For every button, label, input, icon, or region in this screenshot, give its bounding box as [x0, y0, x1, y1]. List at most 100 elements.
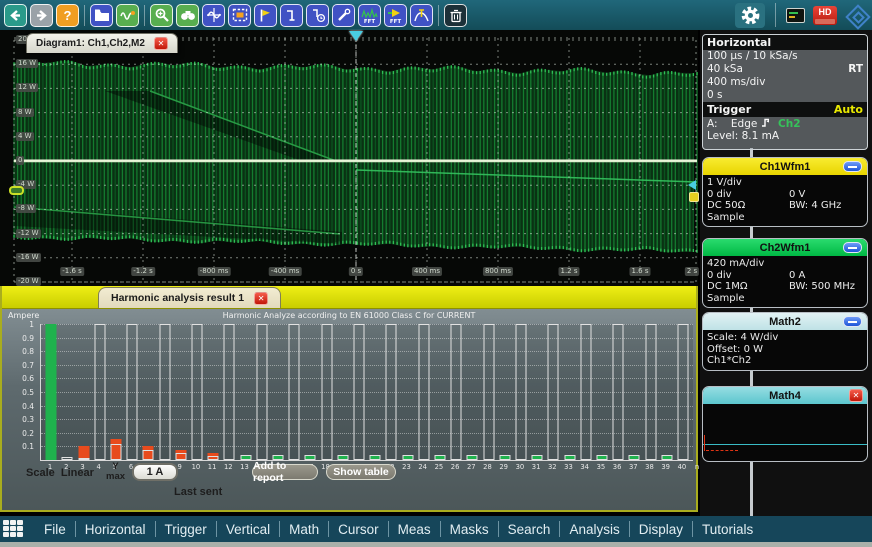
- harmonic-x-tick: 33: [564, 463, 573, 471]
- zoom-icon[interactable]: [150, 3, 173, 27]
- harmonic-bar-40: [675, 324, 691, 460]
- math2-badge-header: Math2: [703, 313, 867, 330]
- harmonic-bar-35: [594, 324, 610, 460]
- help-glyph: ?: [63, 7, 72, 23]
- timebase-value: 400 ms/div: [707, 76, 766, 88]
- harmonic-bar-39: [659, 324, 675, 460]
- menu-item-tutorials[interactable]: Tutorials: [701, 521, 754, 537]
- ch2-signal-badge[interactable]: Ch2Wfm1 420 mA/div 0 div 0 A DC 1MΩ BW: 50…: [702, 238, 868, 308]
- display-icon[interactable]: [786, 7, 805, 23]
- harmonic-y-tick: 0.3: [22, 415, 34, 425]
- diagram-tab[interactable]: Diagram1: Ch1,Ch2,M2 ✕: [26, 33, 178, 53]
- horizontal-trigger-info[interactable]: Horizontal 100 µs / 10 kSa/s 40 kSa RT 40…: [702, 34, 868, 150]
- scope-x-tick-label: 1.2 s: [558, 267, 580, 276]
- active-panel-highlight: Harmonic analysis result 1 ✕: [2, 286, 696, 309]
- toolbar-separator: [84, 4, 85, 26]
- trigger-source-value: Ch2: [778, 118, 801, 130]
- harmonic-bar-2: [59, 324, 75, 460]
- menu-item-analysis[interactable]: Analysis: [569, 521, 620, 537]
- settings-gear-icon[interactable]: [735, 2, 765, 28]
- scale-value[interactable]: Linear: [60, 467, 94, 479]
- minimize-icon[interactable]: [843, 161, 862, 172]
- menu-separator: [154, 521, 156, 537]
- ymax-value-button[interactable]: 1 A: [132, 463, 178, 481]
- annotate-icon[interactable]: [202, 3, 225, 27]
- menu-item-masks[interactable]: Masks: [449, 521, 489, 537]
- menu-item-vertical[interactable]: Vertical: [225, 521, 271, 537]
- scope-x-tick-label: 400 ms: [411, 267, 443, 276]
- harmonic-tab-title: Harmonic analysis result 1: [111, 292, 245, 304]
- math4-signal-badge[interactable]: Math4 ✕: [702, 386, 868, 462]
- horizontal-header: Horizontal: [703, 35, 867, 50]
- minimize-icon[interactable]: [843, 316, 862, 327]
- harmonic-bar-37: [626, 324, 642, 460]
- trigger-level-value: 8.1 mA: [741, 130, 780, 142]
- report-flag-icon[interactable]: [254, 3, 277, 27]
- harmonic-bar-21: [367, 324, 383, 460]
- menu-item-display[interactable]: Display: [638, 521, 683, 537]
- fft-spectrum-icon[interactable]: FFT: [358, 3, 381, 27]
- measurement-icon[interactable]: [280, 3, 303, 27]
- record-length-value: 40 kSa: [707, 63, 743, 75]
- harmonic-bar-36: [610, 324, 626, 460]
- math2-expression: Ch1*Ch2: [707, 355, 752, 366]
- hd-mode-icon[interactable]: HD: [813, 5, 837, 25]
- waveform-plot: [13, 37, 698, 283]
- trigger-level-marker[interactable]: [688, 180, 696, 190]
- harmonic-x-tick: 1: [47, 463, 53, 471]
- menu-item-math[interactable]: Math: [289, 521, 320, 537]
- harmonic-y-tick: 0.8: [22, 347, 34, 357]
- scope-y-tick-label: 12 W: [16, 83, 39, 93]
- delete-icon[interactable]: [444, 3, 467, 27]
- find-icon[interactable]: [176, 3, 199, 27]
- mask-test-icon[interactable]: [228, 3, 251, 27]
- histogram-icon[interactable]: [410, 3, 433, 27]
- menu-item-cursor[interactable]: Cursor: [338, 521, 379, 537]
- minimize-icon[interactable]: [843, 242, 862, 253]
- menu-separator: [497, 521, 499, 537]
- chart-y-axis-label: Ampere: [8, 311, 40, 320]
- timer-measurement-icon[interactable]: [306, 3, 329, 27]
- math4-close-icon[interactable]: ✕: [849, 389, 863, 402]
- chart-title: Harmonic Analyze according to EN 61000 C…: [222, 311, 476, 320]
- menu-item-file[interactable]: File: [44, 521, 66, 537]
- harmonic-bar-31: [529, 324, 545, 460]
- scope-x-tick-label: -400 ms: [268, 267, 302, 276]
- harmonic-x-unit: n: [694, 463, 700, 471]
- menu-separator: [328, 521, 330, 537]
- menu-separator: [215, 521, 217, 537]
- undo-icon[interactable]: [4, 3, 27, 27]
- zero-level-marker[interactable]: [9, 186, 24, 195]
- menu-item-trigger[interactable]: Trigger: [164, 521, 207, 537]
- channel-offset-marker[interactable]: [689, 192, 699, 202]
- show-table-button[interactable]: Show table: [326, 464, 396, 480]
- menu-item-search[interactable]: Search: [507, 521, 551, 537]
- harmonic-bar-9: [173, 324, 189, 460]
- menu-item-horizontal[interactable]: Horizontal: [84, 521, 146, 537]
- menu-item-meas[interactable]: Meas: [397, 521, 431, 537]
- scope-y-tick-label: -16 W: [16, 252, 41, 262]
- add-to-report-button[interactable]: Add to report: [252, 460, 318, 484]
- diagram-close-icon[interactable]: ✕: [153, 37, 168, 50]
- waveform-diagram[interactable]: 20 W16 W12 W8 W4 W0-4 W-8 W-12 W-16 W-20…: [0, 30, 700, 286]
- harmonic-x-tick: 28: [483, 463, 492, 471]
- save-waveform-icon[interactable]: [116, 3, 139, 27]
- harmonic-close-icon[interactable]: ✕: [254, 291, 269, 305]
- open-file-icon[interactable]: [90, 3, 113, 27]
- harmonic-x-tick: 37: [628, 463, 638, 471]
- ch1-signal-badge[interactable]: Ch1Wfm1 1 V/div 0 div 0 V DC 50Ω BW: 4 GHz…: [702, 157, 868, 227]
- harmonic-tab[interactable]: Harmonic analysis result 1 ✕: [98, 287, 282, 308]
- harmonic-bar-12: [221, 324, 237, 460]
- harmonic-x-tick: 25: [434, 463, 444, 471]
- harmonic-bar-38: [643, 324, 659, 460]
- redo-icon[interactable]: [30, 3, 53, 27]
- help-icon[interactable]: ?: [56, 3, 79, 27]
- fft-gated-icon[interactable]: FFT: [384, 3, 407, 27]
- probe-icon[interactable]: [332, 3, 355, 27]
- toolbar: ? FFT: [0, 0, 872, 30]
- math2-signal-badge[interactable]: Math2 Scale: 4 W/div Offset: 0 W Ch1*Ch2: [702, 312, 868, 371]
- toolbar-separator: [775, 3, 776, 27]
- harmonic-y-tick: 0.4: [22, 401, 34, 411]
- trigger-position-marker[interactable]: [349, 31, 363, 41]
- app-grid-icon[interactable]: [3, 519, 27, 539]
